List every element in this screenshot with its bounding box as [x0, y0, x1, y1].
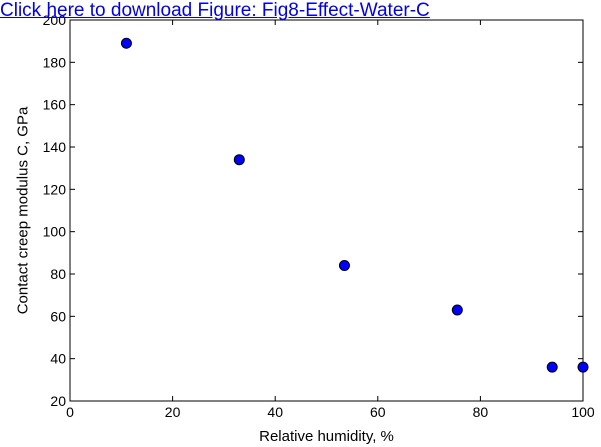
x-tick-label: 20 [165, 404, 181, 420]
y-axis-label: Contact creep modulus C, GPa [14, 106, 31, 314]
data-point [578, 362, 588, 372]
y-tick-label: 120 [43, 181, 67, 197]
data-point [234, 155, 244, 165]
data-points [121, 38, 588, 372]
download-figure-link[interactable]: Click here to download Figure: Fig8-Effe… [0, 0, 430, 21]
plot-area-frame [70, 20, 583, 401]
data-point [339, 261, 349, 271]
data-point [121, 38, 131, 48]
y-tick-label: 100 [43, 224, 67, 240]
x-tick-label: 0 [66, 404, 74, 420]
y-tick-label: 160 [43, 97, 67, 113]
y-tick-label: 60 [50, 308, 66, 324]
x-tick-label: 100 [571, 404, 595, 420]
x-axis: 0 20 40 60 80 100 [66, 20, 595, 420]
x-tick-label: 40 [267, 404, 283, 420]
data-point [452, 305, 462, 315]
x-tick-label: 60 [370, 404, 386, 420]
x-axis-label: Relative humidity, % [259, 428, 394, 445]
data-point [547, 362, 557, 372]
y-tick-label: 180 [43, 54, 67, 70]
y-tick-label: 140 [43, 139, 67, 155]
y-tick-label: 80 [50, 266, 66, 282]
x-tick-label: 80 [473, 404, 489, 420]
y-tick-label: 20 [50, 393, 66, 409]
y-tick-label: 40 [50, 351, 66, 367]
